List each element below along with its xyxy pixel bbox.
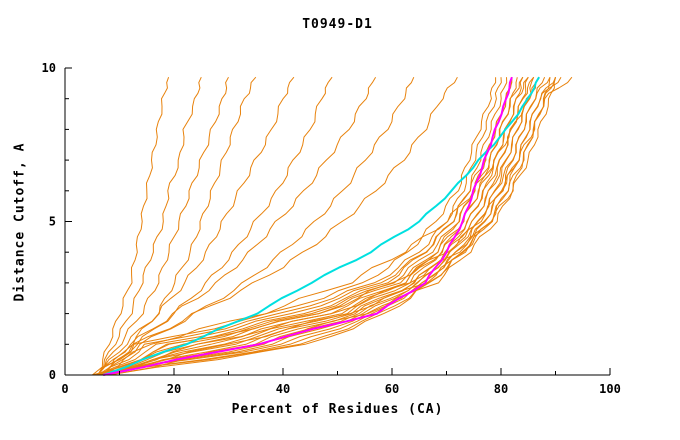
y-tick-label: 0	[49, 368, 56, 382]
model-29	[97, 77, 551, 376]
model-04	[102, 76, 257, 376]
model-26	[108, 76, 562, 376]
x-tick-label: 0	[61, 382, 68, 396]
model-31	[102, 76, 540, 376]
highlight-magenta	[103, 76, 513, 376]
model-23	[92, 77, 546, 376]
y-axis-label: Distance Cutoff, A	[12, 142, 28, 302]
model-01	[97, 77, 170, 376]
model-05	[97, 76, 295, 376]
x-tick-label: 100	[599, 382, 621, 396]
x-tick-label: 60	[385, 382, 399, 396]
highlight-cyan	[102, 76, 540, 376]
chart-title: T0949-D1	[302, 17, 373, 32]
model-07	[97, 76, 377, 376]
x-tick-label: 40	[276, 382, 290, 396]
model-30	[108, 77, 556, 376]
x-axis-label: Percent of Residues (CA)	[231, 402, 444, 417]
y-tick-label: 5	[49, 215, 56, 229]
model-03	[97, 76, 229, 376]
model-16	[103, 76, 524, 376]
model-06	[102, 76, 333, 376]
model-02	[97, 76, 202, 376]
x-tick-label: 20	[167, 382, 181, 396]
model-09	[97, 76, 458, 376]
model-24	[103, 76, 551, 376]
y-tick-label: 10	[42, 61, 56, 75]
model-08	[102, 76, 415, 376]
model-22	[97, 76, 540, 376]
x-tick-label: 80	[494, 382, 508, 396]
